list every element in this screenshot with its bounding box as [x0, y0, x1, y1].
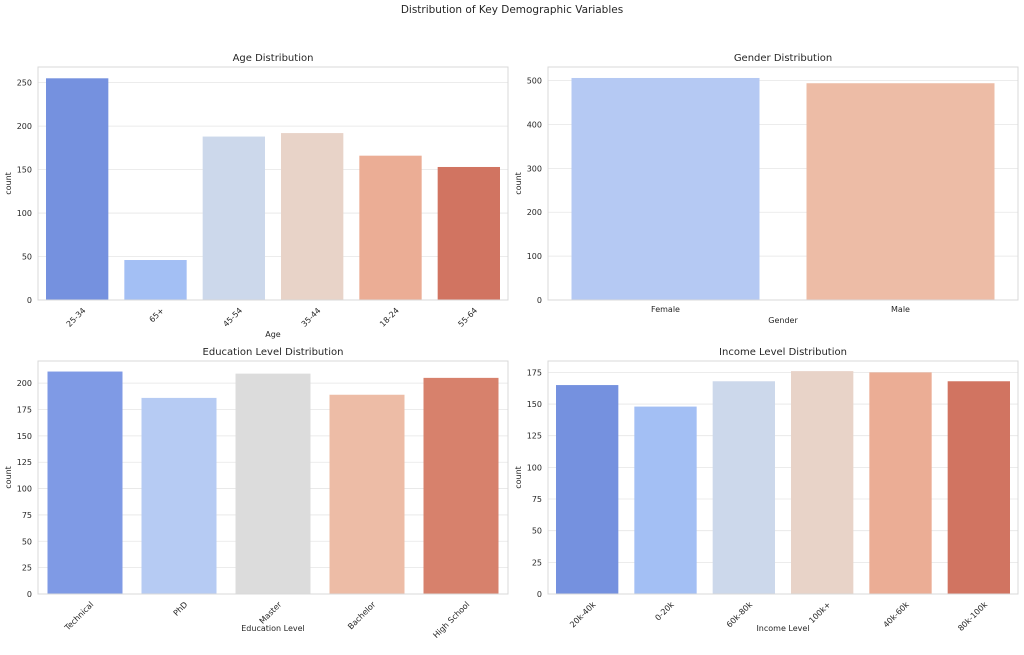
y-tick-label: 100 — [17, 485, 32, 494]
bar-technical — [47, 371, 123, 594]
education-level-distribution-panel: 0 25 50 75 100 125 150 175 200 Technical PhD Master… — [4, 347, 509, 640]
y-tick-label: 25 — [532, 558, 542, 567]
y-tick-label: 125 — [17, 458, 32, 467]
y-axis-label: count — [4, 172, 13, 195]
x-axis-label: Age — [265, 330, 281, 339]
y-tick-label: 250 — [17, 79, 32, 88]
bar-35-44 — [281, 133, 344, 300]
bar-18-24 — [359, 155, 422, 300]
y-tick-label: 0 — [27, 296, 32, 305]
gender-distribution-panel: 0 100 200 300 400 500 Female Male Gender Distrib… — [514, 53, 1019, 325]
y-tick-label: 50 — [22, 537, 32, 546]
panel-title: Age Distribution — [233, 53, 314, 64]
y-tick-label: 25 — [22, 564, 32, 573]
y-axis-label: count — [514, 466, 523, 489]
bar-high-school — [423, 377, 499, 594]
bar-25-34 — [46, 78, 109, 300]
plot-frame — [37, 66, 509, 301]
y-tick-label: 150 — [527, 400, 542, 409]
x-tick-label: Master — [258, 600, 284, 626]
x-tick-label: 55-64 — [456, 306, 479, 329]
bar-20k-40k — [556, 385, 619, 594]
y-tick-label: 400 — [527, 120, 542, 129]
y-tick-label: 500 — [527, 77, 542, 86]
y-tick-label: 150 — [17, 432, 32, 441]
x-axis-label: Gender — [768, 316, 798, 325]
y-axis-label: count — [514, 172, 523, 195]
y-tick-label: 50 — [532, 527, 542, 536]
x-tick-label: 80k-100k — [956, 600, 989, 633]
plot-frame — [37, 360, 509, 595]
x-tick-label: 20k-40k — [568, 600, 598, 630]
bar-55-64 — [437, 166, 500, 300]
y-tick-label: 75 — [532, 495, 542, 504]
y-axis-label: count — [4, 466, 13, 489]
bar-100k — [791, 371, 854, 594]
y-tick-label: 200 — [17, 122, 32, 131]
x-tick-label: 25-34 — [65, 306, 88, 329]
y-tick-label: 50 — [22, 253, 32, 262]
x-axis-label: Education Level — [241, 624, 305, 633]
bar-60k-80k — [712, 381, 775, 594]
bar-80k-100k — [947, 381, 1010, 594]
y-tick-label: 200 — [17, 379, 32, 388]
income-level-distribution-panel: 0 25 50 75 100 125 150 175 20k-40k 0-20k 60k-80k 10… — [514, 347, 1019, 633]
y-tick-label: 300 — [527, 164, 542, 173]
x-tick-label: PhD — [172, 600, 190, 618]
panel-title: Education Level Distribution — [203, 347, 344, 358]
bar-40k-60k — [869, 372, 932, 594]
y-tick-label: 0 — [537, 296, 542, 305]
y-tick-label: 100 — [527, 252, 542, 261]
y-tick-label: 175 — [17, 405, 32, 414]
y-tick-label: 75 — [22, 511, 32, 520]
bar-65 — [124, 260, 187, 300]
x-tick-label: 0-20k — [653, 600, 676, 623]
x-tick-label: Female — [651, 305, 680, 314]
x-tick-label: 60k-80k — [725, 600, 755, 630]
x-tick-label: High School — [431, 600, 471, 640]
bar-phd — [141, 397, 217, 594]
x-tick-label: Bachelor — [346, 600, 378, 632]
bar-bachelor — [329, 394, 405, 594]
y-tick-label: 125 — [527, 432, 542, 441]
x-tick-label: 18-24 — [378, 306, 401, 329]
y-tick-label: 100 — [527, 463, 542, 472]
x-axis-label: Income Level — [756, 624, 809, 633]
x-tick-label: 65+ — [148, 306, 166, 324]
x-tick-label: 100k+ — [807, 600, 832, 625]
x-tick-label: Male — [891, 305, 910, 314]
plot-frame — [547, 66, 1019, 301]
bar-45-54 — [202, 136, 265, 300]
x-tick-label: 40k-60k — [882, 600, 912, 630]
age-distribution-panel: 0 50 100 150 200 250 25-34 65+ 45-54 35-44 18-24 55… — [4, 53, 509, 339]
figure-title: Distribution of Key Demographic Variable… — [401, 4, 623, 16]
bar-0-20k — [634, 406, 697, 594]
bar-female — [571, 77, 760, 300]
plot-frame — [547, 360, 1019, 595]
x-tick-label: 35-44 — [300, 306, 323, 329]
y-tick-label: 0 — [537, 590, 542, 599]
y-tick-label: 200 — [527, 208, 542, 217]
bar-master — [235, 373, 311, 594]
y-tick-label: 150 — [17, 166, 32, 175]
x-tick-label: 45-54 — [221, 306, 244, 329]
y-tick-label: 175 — [527, 368, 542, 377]
panel-title: Income Level Distribution — [719, 347, 847, 358]
bar-male — [806, 83, 995, 300]
panel-title: Gender Distribution — [734, 53, 832, 64]
y-tick-label: 100 — [17, 209, 32, 218]
y-tick-label: 0 — [27, 590, 32, 599]
x-tick-label: Technical — [62, 600, 95, 633]
